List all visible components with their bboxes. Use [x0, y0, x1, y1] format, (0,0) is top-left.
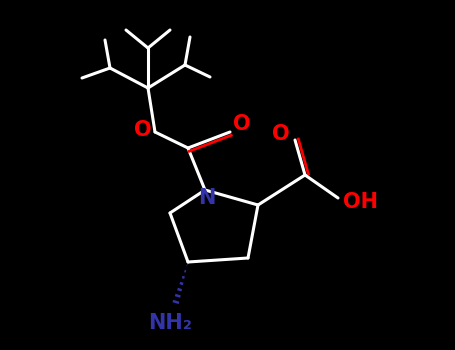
- Text: OH: OH: [343, 192, 378, 212]
- Text: NH₂: NH₂: [148, 313, 192, 333]
- Text: O: O: [134, 120, 152, 140]
- Text: O: O: [233, 114, 251, 134]
- Text: N: N: [198, 188, 216, 208]
- Text: O: O: [272, 124, 290, 144]
